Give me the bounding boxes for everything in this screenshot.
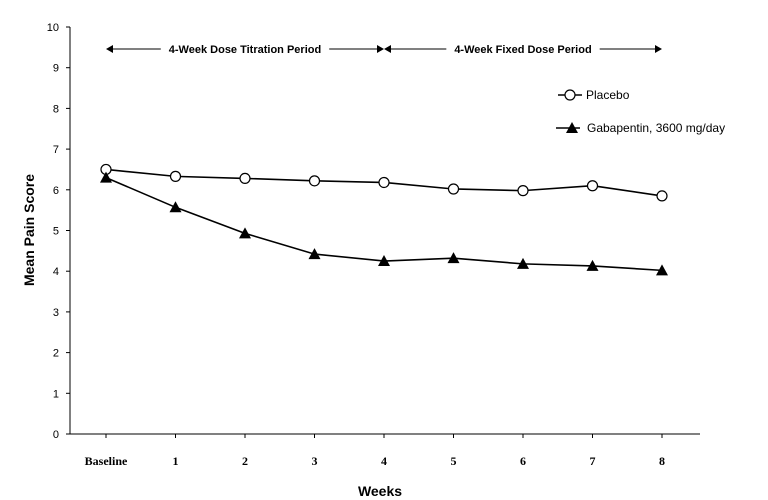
data-point-gabapentin	[378, 255, 390, 267]
y-tick-label: 4	[53, 266, 59, 278]
period-label: 4-Week Fixed Dose Period	[454, 44, 591, 56]
data-series	[100, 163, 668, 276]
data-point-gabapentin	[656, 264, 668, 276]
y-tick-label: 1	[53, 388, 59, 400]
legend-label: Gabapentin, 3600 mg/day	[587, 121, 725, 135]
legend-marker	[566, 122, 578, 133]
data-point-placebo	[169, 170, 182, 182]
data-point-placebo	[656, 190, 668, 202]
period-arrowhead-right	[377, 45, 384, 53]
data-point-gabapentin	[239, 227, 251, 239]
y-ticks: 0 1 2 3 4 5 6 7 8 9 10	[47, 22, 70, 441]
x-tick-label: 4	[381, 454, 387, 468]
period-arrowhead-left	[106, 45, 113, 53]
x-tick-label: 3	[312, 454, 318, 468]
data-point-placebo	[586, 180, 599, 192]
period-label: 4-Week Dose Titration Period	[169, 44, 321, 56]
y-axis-title: Mean Pain Score	[21, 174, 37, 286]
data-point-gabapentin	[586, 259, 599, 271]
y-tick-label: 8	[53, 103, 59, 115]
data-point-gabapentin	[308, 248, 321, 260]
x-tick-label: 8	[659, 454, 665, 468]
x-tick-label: 5	[451, 454, 457, 468]
data-point-gabapentin	[517, 257, 529, 269]
x-tick-label: 7	[590, 454, 596, 468]
legend-marker	[564, 89, 576, 101]
x-tick-label: 6	[520, 454, 526, 468]
y-tick-label: 2	[53, 348, 59, 360]
period-arrowhead-left	[384, 45, 391, 53]
period-annotations: 4-Week Dose Titration Period 4-Week Fixed…	[106, 44, 662, 56]
data-point-gabapentin	[447, 252, 460, 264]
x-tick-label: Baseline	[85, 454, 128, 468]
y-tick-label: 3	[53, 307, 59, 319]
y-tick-label: 9	[53, 63, 59, 75]
y-tick-label: 10	[47, 22, 59, 34]
x-tick-label: 2	[242, 454, 248, 468]
data-point-placebo	[378, 176, 390, 189]
y-tick-label: 7	[53, 144, 59, 156]
y-tick-label: 6	[53, 185, 59, 197]
data-point-placebo	[239, 172, 251, 185]
x-tick-label: 1	[173, 454, 179, 468]
y-tick-label: 5	[53, 226, 59, 238]
legend-label: Placebo	[586, 88, 630, 102]
series-placebo	[100, 163, 668, 202]
y-tick-label: 0	[53, 429, 59, 441]
data-point-gabapentin	[100, 171, 112, 183]
data-point-placebo	[447, 183, 460, 195]
series-gabapentin	[100, 171, 668, 276]
x-axis-title: Weeks	[358, 483, 402, 499]
chart-legend: Placebo Gabapentin, 3600 mg/day	[556, 88, 725, 135]
x-ticks: Baseline 1 2 3 4 5 6 7 8	[85, 434, 665, 468]
data-point-placebo	[517, 185, 529, 197]
period-arrowhead-right	[655, 45, 662, 53]
data-point-placebo	[308, 175, 321, 187]
data-point-gabapentin	[169, 201, 182, 213]
